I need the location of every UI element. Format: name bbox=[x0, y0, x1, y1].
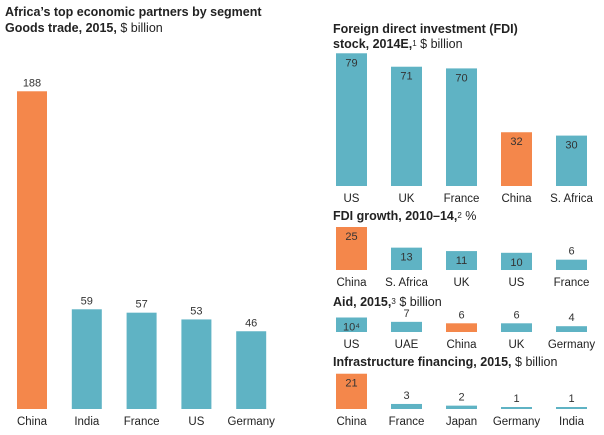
infra-category-label: China bbox=[336, 416, 367, 428]
fdi_stock-bar-us bbox=[336, 53, 367, 186]
infra-bar-india bbox=[556, 407, 587, 409]
goods-value-label: 57 bbox=[135, 299, 147, 311]
infra-bar-japan bbox=[446, 405, 477, 409]
aid-category-label: Germany bbox=[548, 339, 596, 351]
fdi_growth-value-label: 11 bbox=[456, 255, 467, 267]
goods-value-label: 188 bbox=[23, 77, 41, 89]
fdi-stock-title-unit: $ billion bbox=[420, 37, 463, 51]
fdi_stock-value-label: 79 bbox=[345, 57, 357, 69]
fdi_stock-category-label: China bbox=[501, 193, 532, 205]
goods-bar-germany bbox=[236, 331, 267, 409]
fdi_growth-bar-uk bbox=[446, 251, 477, 270]
fdi_growth-category-label: China bbox=[336, 277, 367, 289]
fdi_growth-value-label: 10 bbox=[510, 257, 522, 269]
aid-value-label: 7 bbox=[403, 308, 409, 320]
infra-title-unit: $ billion bbox=[515, 355, 558, 369]
infra-value-label: 21 bbox=[345, 378, 357, 390]
fdi_stock-category-label: S. Africa bbox=[550, 193, 593, 205]
aid-title-unit: $ billion bbox=[399, 295, 442, 309]
goods-bar-china bbox=[17, 91, 47, 409]
infra-title-text: Infrastructure financing, 2015, bbox=[333, 355, 512, 369]
fdi-growth-title-unit: % bbox=[465, 209, 477, 223]
fdi_growth-bar-china bbox=[336, 227, 367, 270]
fdi_growth-bar-france bbox=[556, 259, 587, 270]
aid-bar-uk bbox=[501, 323, 532, 332]
goods-category-label: India bbox=[74, 416, 100, 428]
fdi_growth-bar-safrica bbox=[391, 247, 422, 270]
goods-value-label: 53 bbox=[190, 305, 202, 317]
infra-category-label: France bbox=[389, 416, 425, 428]
goods-category-label: US bbox=[188, 416, 204, 428]
goods-value-label: 59 bbox=[81, 295, 93, 307]
fdi-growth-footnote: 2 bbox=[457, 211, 462, 220]
aid-bar-uae bbox=[391, 321, 422, 332]
aid-category-label: China bbox=[446, 339, 477, 351]
fdi_stock-value-label: 30 bbox=[565, 140, 577, 152]
fdi_stock-bar-uk bbox=[391, 66, 422, 186]
aid-title: Aid, 2015,3 $ billion bbox=[333, 295, 442, 310]
fdi_growth-value-label: 6 bbox=[568, 246, 574, 258]
fdi_stock-bar-france bbox=[446, 68, 477, 186]
aid-bar-us bbox=[336, 317, 367, 332]
fdi_growth-category-label: France bbox=[554, 277, 590, 289]
fdi-growth-title: FDI growth, 2010–14,2 % bbox=[333, 209, 476, 224]
goods-bar-france bbox=[126, 312, 157, 409]
fdi-stock-footnote: 1 bbox=[412, 39, 417, 48]
goods-category-label: France bbox=[124, 416, 160, 428]
fdi_growth-value-label: 13 bbox=[400, 252, 412, 264]
goods-category-label: Germany bbox=[228, 416, 276, 428]
aid-value-label: 6 bbox=[513, 309, 519, 321]
aid-value-label: 6 bbox=[458, 309, 464, 321]
infra-category-label: India bbox=[559, 416, 585, 428]
infra-bar-france bbox=[391, 403, 422, 409]
infra-category-label: Japan bbox=[446, 416, 477, 428]
aid-category-label: UAE bbox=[395, 339, 419, 351]
infra-value-label: 1 bbox=[568, 393, 574, 405]
goods-trade-title: Goods trade, 2015, $ billion bbox=[5, 21, 163, 36]
fdi_stock-bar-china bbox=[501, 132, 532, 186]
goods-trade-title-text: Goods trade, 2015, bbox=[5, 21, 117, 35]
infra-value-label: 1 bbox=[513, 393, 519, 405]
fdi-stock-title-line1: Foreign direct investment (FDI) bbox=[333, 22, 518, 36]
infra-category-label: Germany bbox=[493, 416, 541, 428]
fdi_stock-bar-safrica bbox=[556, 135, 587, 186]
fdi_stock-category-label: UK bbox=[399, 193, 415, 205]
fdi_growth-value-label: 25 bbox=[345, 231, 357, 243]
fdi_stock-category-label: US bbox=[344, 193, 360, 205]
fdi_stock-category-label: France bbox=[444, 193, 480, 205]
goods-trade-title-unit: $ billion bbox=[120, 21, 163, 35]
aid-footnote: 3 bbox=[391, 297, 396, 306]
goods-value-label: 46 bbox=[245, 317, 257, 329]
aid-value-label: 4 bbox=[568, 312, 574, 324]
fdi_stock-value-label: 70 bbox=[455, 72, 467, 84]
fdi-stock-title-line2: stock, 2014E, bbox=[333, 37, 413, 51]
fdi_growth-bar-us bbox=[501, 252, 532, 270]
fdi-stock-title: Foreign direct investment (FDI) stock, 2… bbox=[333, 22, 518, 52]
goods-category-label: China bbox=[17, 416, 48, 428]
infra-bar-china bbox=[336, 373, 367, 409]
goods-bar-india bbox=[71, 309, 102, 409]
fdi-growth-title-text: FDI growth, 2010–14, bbox=[333, 209, 458, 223]
aid-category-label: UK bbox=[509, 339, 525, 351]
infra-title: Infrastructure financing, 2015, $ billio… bbox=[333, 355, 557, 370]
infra-value-label: 2 bbox=[458, 392, 464, 404]
aid-value-label: 10⁴ bbox=[343, 322, 360, 334]
aid-title-text: Aid, 2015, bbox=[333, 295, 392, 309]
fdi_stock-value-label: 71 bbox=[400, 71, 412, 83]
infra-value-label: 3 bbox=[403, 390, 409, 402]
aid-bar-china bbox=[446, 323, 477, 332]
aid-category-label: US bbox=[344, 339, 360, 351]
fdi_growth-category-label: US bbox=[509, 277, 525, 289]
goods-bar-us bbox=[181, 319, 212, 409]
fdi_growth-category-label: UK bbox=[454, 277, 470, 289]
fdi_growth-category-label: S. Africa bbox=[385, 277, 428, 289]
infra-bar-germany bbox=[501, 407, 532, 409]
aid-bar-germany bbox=[556, 326, 587, 332]
fdi_stock-value-label: 32 bbox=[510, 136, 522, 148]
main-title: Africa’s top economic partners by segmen… bbox=[5, 5, 262, 19]
